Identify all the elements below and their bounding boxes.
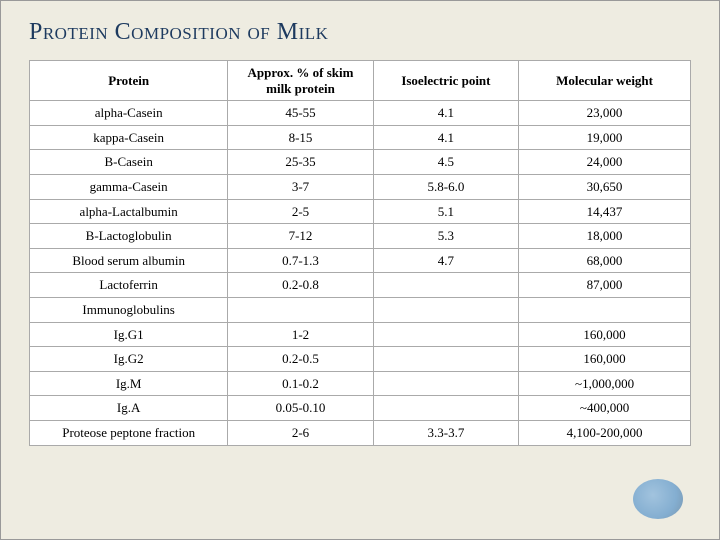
table-cell [373, 371, 518, 396]
table-cell: B-Lactoglobulin [30, 224, 228, 249]
table-cell: 2-5 [228, 199, 373, 224]
table-cell: kappa-Casein [30, 125, 228, 150]
table-row: Blood serum albumin0.7-1.34.768,000 [30, 248, 691, 273]
table-cell: 18,000 [519, 224, 691, 249]
table-cell [519, 297, 691, 322]
table-cell: Lactoferrin [30, 273, 228, 298]
table-cell: 2-6 [228, 420, 373, 445]
table-cell: 0.05-0.10 [228, 396, 373, 421]
table-cell: 45-55 [228, 101, 373, 126]
table-row: gamma-Casein3-75.8-6.030,650 [30, 174, 691, 199]
table-row: alpha-Lactalbumin2-55.114,437 [30, 199, 691, 224]
table-cell: 4.7 [373, 248, 518, 273]
table-cell: alpha-Lactalbumin [30, 199, 228, 224]
table-cell: B-Casein [30, 150, 228, 175]
table-row: B-Casein25-354.524,000 [30, 150, 691, 175]
table-row: Ig.A0.05-0.10 ~400,000 [30, 396, 691, 421]
table-cell: ~400,000 [519, 396, 691, 421]
table-cell: 24,000 [519, 150, 691, 175]
table-cell [373, 396, 518, 421]
col-header-molweight: Molecular weight [519, 61, 691, 101]
table-cell: 160,000 [519, 322, 691, 347]
table-cell: ~1,000,000 [519, 371, 691, 396]
table-cell: 4.1 [373, 101, 518, 126]
table-cell: Blood serum albumin [30, 248, 228, 273]
table-row: Ig.G11-2 160,000 [30, 322, 691, 347]
table-cell: Ig.G2 [30, 347, 228, 372]
table-cell: gamma-Casein [30, 174, 228, 199]
table-row: alpha-Casein45-554.123,000 [30, 101, 691, 126]
table-cell: 0.1-0.2 [228, 371, 373, 396]
table-cell: 3.3-3.7 [373, 420, 518, 445]
table-row: B-Lactoglobulin7-125.318,000 [30, 224, 691, 249]
table-cell: 0.7-1.3 [228, 248, 373, 273]
table-cell: 0.2-0.8 [228, 273, 373, 298]
table-cell: Immunoglobulins [30, 297, 228, 322]
table-row: Immunoglobulins [30, 297, 691, 322]
table-cell [373, 297, 518, 322]
table-cell: 4.1 [373, 125, 518, 150]
col-header-isoelectric: Isoelectric point [373, 61, 518, 101]
table-cell [373, 347, 518, 372]
col-header-protein: Protein [30, 61, 228, 101]
table-row: Ig.M0.1-0.2 ~1,000,000 [30, 371, 691, 396]
table-cell: 23,000 [519, 101, 691, 126]
table-cell: 3-7 [228, 174, 373, 199]
table-row: Proteose peptone fraction2-63.3-3.74,100… [30, 420, 691, 445]
table-cell: 7-12 [228, 224, 373, 249]
table-cell: 5.1 [373, 199, 518, 224]
table-cell: 4.5 [373, 150, 518, 175]
table-cell: Ig.A [30, 396, 228, 421]
table-cell: 30,650 [519, 174, 691, 199]
table-header-row: Protein Approx. % of skim milk protein I… [30, 61, 691, 101]
table-cell: Proteose peptone fraction [30, 420, 228, 445]
page-title: Protein Composition of Milk [29, 19, 691, 46]
corner-accent-graphic [633, 479, 683, 519]
table-cell: 87,000 [519, 273, 691, 298]
table-cell [373, 273, 518, 298]
table-cell: 160,000 [519, 347, 691, 372]
table-cell: Ig.G1 [30, 322, 228, 347]
table-cell: 4,100-200,000 [519, 420, 691, 445]
table-cell: 14,437 [519, 199, 691, 224]
table-cell: 5.3 [373, 224, 518, 249]
table-row: kappa-Casein8-154.119,000 [30, 125, 691, 150]
table-cell [228, 297, 373, 322]
table-cell: 68,000 [519, 248, 691, 273]
table-cell: 19,000 [519, 125, 691, 150]
table-cell: 25-35 [228, 150, 373, 175]
table-cell: Ig.M [30, 371, 228, 396]
table-cell: 1-2 [228, 322, 373, 347]
protein-table: Protein Approx. % of skim milk protein I… [29, 60, 691, 446]
table-cell: 8-15 [228, 125, 373, 150]
col-header-percent: Approx. % of skim milk protein [228, 61, 373, 101]
table-cell: alpha-Casein [30, 101, 228, 126]
table-cell [373, 322, 518, 347]
table-row: Ig.G20.2-0.5 160,000 [30, 347, 691, 372]
table-cell: 5.8-6.0 [373, 174, 518, 199]
table-row: Lactoferrin0.2-0.8 87,000 [30, 273, 691, 298]
table-cell: 0.2-0.5 [228, 347, 373, 372]
